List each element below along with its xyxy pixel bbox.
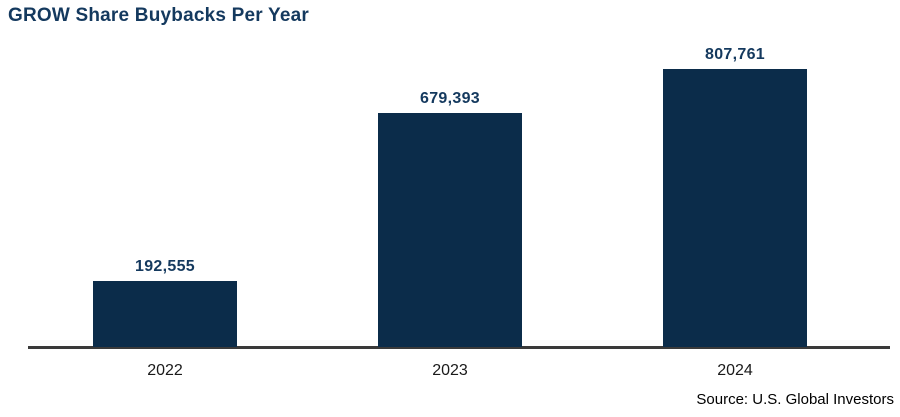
bar-2024 xyxy=(663,69,807,347)
x-axis-line xyxy=(28,346,890,349)
bar-value-label: 679,393 xyxy=(420,90,480,107)
bar-2022 xyxy=(93,281,237,347)
x-axis-tick-label: 2024 xyxy=(717,362,753,379)
x-axis-tick-label: 2023 xyxy=(432,362,468,379)
bar-2023 xyxy=(378,113,522,347)
source-attribution: Source: U.S. Global Investors xyxy=(696,391,894,408)
chart-title: GROW Share Buybacks Per Year xyxy=(8,5,309,26)
bar-value-label: 807,761 xyxy=(705,46,765,63)
bar-value-label: 192,555 xyxy=(135,258,195,275)
x-axis-tick-label: 2022 xyxy=(147,362,183,379)
